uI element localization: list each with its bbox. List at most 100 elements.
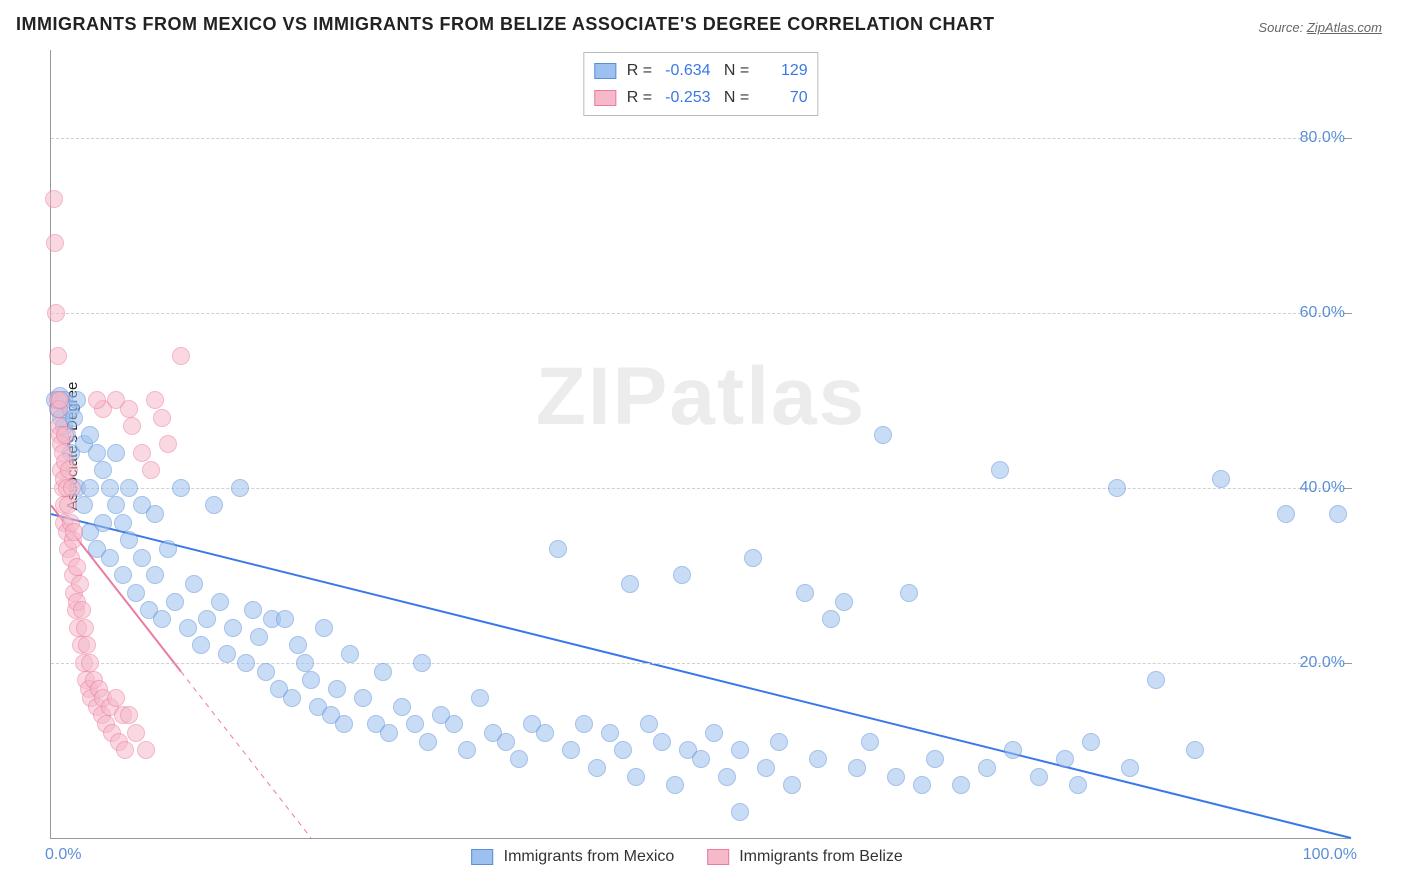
- data-point: [146, 391, 164, 409]
- data-point: [1329, 505, 1347, 523]
- stat-n-label: N =: [715, 62, 754, 79]
- data-point: [1212, 470, 1230, 488]
- source-link[interactable]: ZipAtlas.com: [1307, 20, 1382, 35]
- data-point: [978, 759, 996, 777]
- data-point: [153, 610, 171, 628]
- data-point: [1277, 505, 1295, 523]
- data-point: [731, 741, 749, 759]
- data-point: [705, 724, 723, 742]
- data-point: [536, 724, 554, 742]
- data-point: [116, 741, 134, 759]
- data-point: [71, 575, 89, 593]
- legend-label: Immigrants from Mexico: [504, 848, 675, 865]
- data-point: [205, 496, 223, 514]
- data-point: [1186, 741, 1204, 759]
- data-point: [471, 689, 489, 707]
- stat-n-label: N =: [715, 89, 754, 106]
- data-point: [159, 435, 177, 453]
- data-point: [562, 741, 580, 759]
- data-point: [1030, 768, 1048, 786]
- data-point: [913, 776, 931, 794]
- data-point: [68, 391, 86, 409]
- data-point: [926, 750, 944, 768]
- data-point: [575, 715, 593, 733]
- stat-r-label: R =: [627, 89, 657, 106]
- data-point: [445, 715, 463, 733]
- data-point: [146, 505, 164, 523]
- data-point: [835, 593, 853, 611]
- x-axis-min-label: 0.0%: [45, 846, 81, 864]
- ytick-mark: [1344, 313, 1352, 314]
- data-point: [393, 698, 411, 716]
- data-point: [81, 479, 99, 497]
- swatch-icon: [471, 849, 493, 865]
- stats-row-mexico: R = -0.634 N = 129: [594, 57, 807, 84]
- data-point: [497, 733, 515, 751]
- data-point: [1082, 733, 1100, 751]
- data-point: [211, 593, 229, 611]
- data-point: [127, 724, 145, 742]
- stat-r-value: -0.253: [657, 84, 711, 111]
- data-point: [88, 444, 106, 462]
- ytick-mark: [1344, 138, 1352, 139]
- data-point: [78, 636, 96, 654]
- data-point: [673, 566, 691, 584]
- data-point: [413, 654, 431, 672]
- y-tick-label: 80.0%: [1300, 129, 1345, 147]
- data-point: [991, 461, 1009, 479]
- data-point: [75, 496, 93, 514]
- data-point: [952, 776, 970, 794]
- swatch-icon: [707, 849, 729, 865]
- data-point: [107, 689, 125, 707]
- data-point: [757, 759, 775, 777]
- data-point: [341, 645, 359, 663]
- data-point: [81, 654, 99, 672]
- ytick-mark: [1344, 488, 1352, 489]
- data-point: [159, 540, 177, 558]
- data-point: [1069, 776, 1087, 794]
- data-point: [120, 706, 138, 724]
- data-point: [107, 444, 125, 462]
- data-point: [328, 680, 346, 698]
- data-point: [406, 715, 424, 733]
- data-point: [283, 689, 301, 707]
- data-point: [887, 768, 905, 786]
- data-point: [770, 733, 788, 751]
- data-point: [51, 391, 69, 409]
- data-point: [718, 768, 736, 786]
- data-point: [123, 417, 141, 435]
- data-point: [692, 750, 710, 768]
- data-point: [822, 610, 840, 628]
- data-point: [809, 750, 827, 768]
- data-point: [120, 531, 138, 549]
- swatch-icon: [594, 90, 616, 106]
- data-point: [1056, 750, 1074, 768]
- data-point: [81, 426, 99, 444]
- y-tick-label: 40.0%: [1300, 479, 1345, 497]
- data-point: [107, 496, 125, 514]
- data-point: [192, 636, 210, 654]
- data-point: [257, 663, 275, 681]
- data-point: [1004, 741, 1022, 759]
- stat-n-value: 70: [754, 84, 808, 111]
- data-point: [63, 479, 81, 497]
- data-point: [166, 593, 184, 611]
- data-point: [47, 304, 65, 322]
- data-point: [549, 540, 567, 558]
- data-point: [114, 514, 132, 532]
- data-point: [335, 715, 353, 733]
- data-point: [133, 549, 151, 567]
- gridline: [51, 138, 1351, 139]
- data-point: [874, 426, 892, 444]
- data-point: [120, 400, 138, 418]
- source-prefix: Source:: [1258, 20, 1303, 35]
- data-point: [614, 741, 632, 759]
- ytick-mark: [1344, 663, 1352, 664]
- data-point: [419, 733, 437, 751]
- data-point: [374, 663, 392, 681]
- data-point: [1147, 671, 1165, 689]
- data-point: [146, 566, 164, 584]
- data-point: [198, 610, 216, 628]
- data-point: [46, 234, 64, 252]
- data-point: [731, 803, 749, 821]
